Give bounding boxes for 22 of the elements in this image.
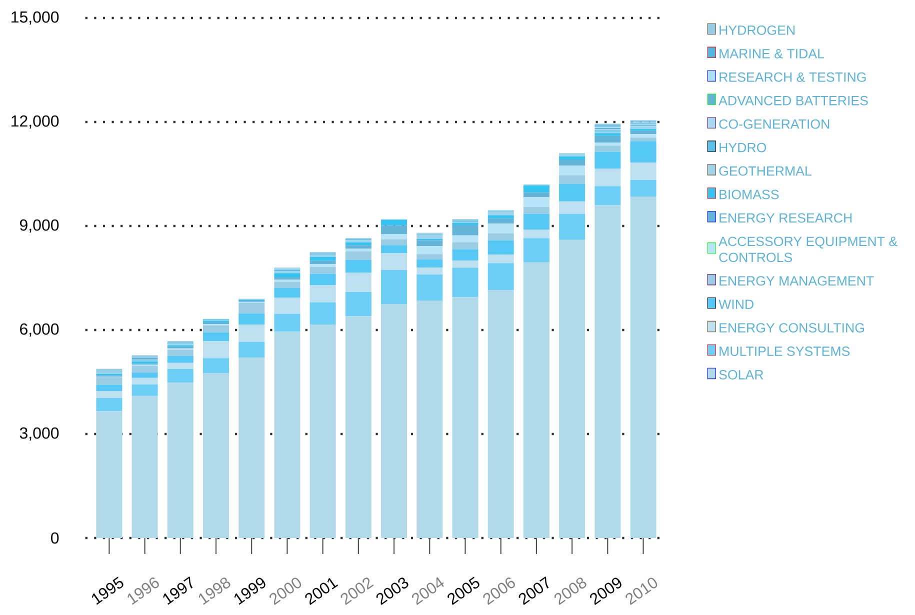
legend-label: ENERGY CONSULTING	[720, 323, 864, 333]
legend-label: ACCESSORY EQUIPMENT & CONTROLS	[718, 236, 898, 262]
y-tick-label: 0	[51, 532, 59, 544]
legend-label: SOLAR	[719, 370, 764, 380]
legend-label: MULTIPLE SYSTEMS	[720, 346, 850, 356]
y-tick-label: 6,000	[20, 323, 59, 337]
legend-label: ENERGY RESEARCH	[720, 213, 852, 223]
legend-label: HYDRO	[720, 142, 766, 152]
legend-label: HYDROGEN	[720, 26, 795, 35]
legend-label: MARINE & TIDAL	[720, 49, 824, 58]
y-tick-label: 9,000	[20, 219, 59, 233]
y-tick-label: 12,000	[12, 115, 59, 129]
y-tick-label: 3,000	[20, 427, 59, 441]
legend-label: BIOMASS	[720, 190, 779, 200]
legend-label: WIND	[718, 300, 754, 309]
legend-label: ENERGY MANAGEMENT	[720, 276, 874, 286]
legend-label: GEOTHERMAL	[719, 166, 812, 176]
y-tick-label: 15,000	[12, 11, 59, 25]
legend-label: RESEARCH & TESTING	[720, 72, 866, 82]
x-tick-label: 2001	[305, 578, 338, 605]
legend-label: CO-GENERATION	[719, 119, 830, 129]
legend-label: ADVANCED BATTERIES	[718, 96, 868, 106]
